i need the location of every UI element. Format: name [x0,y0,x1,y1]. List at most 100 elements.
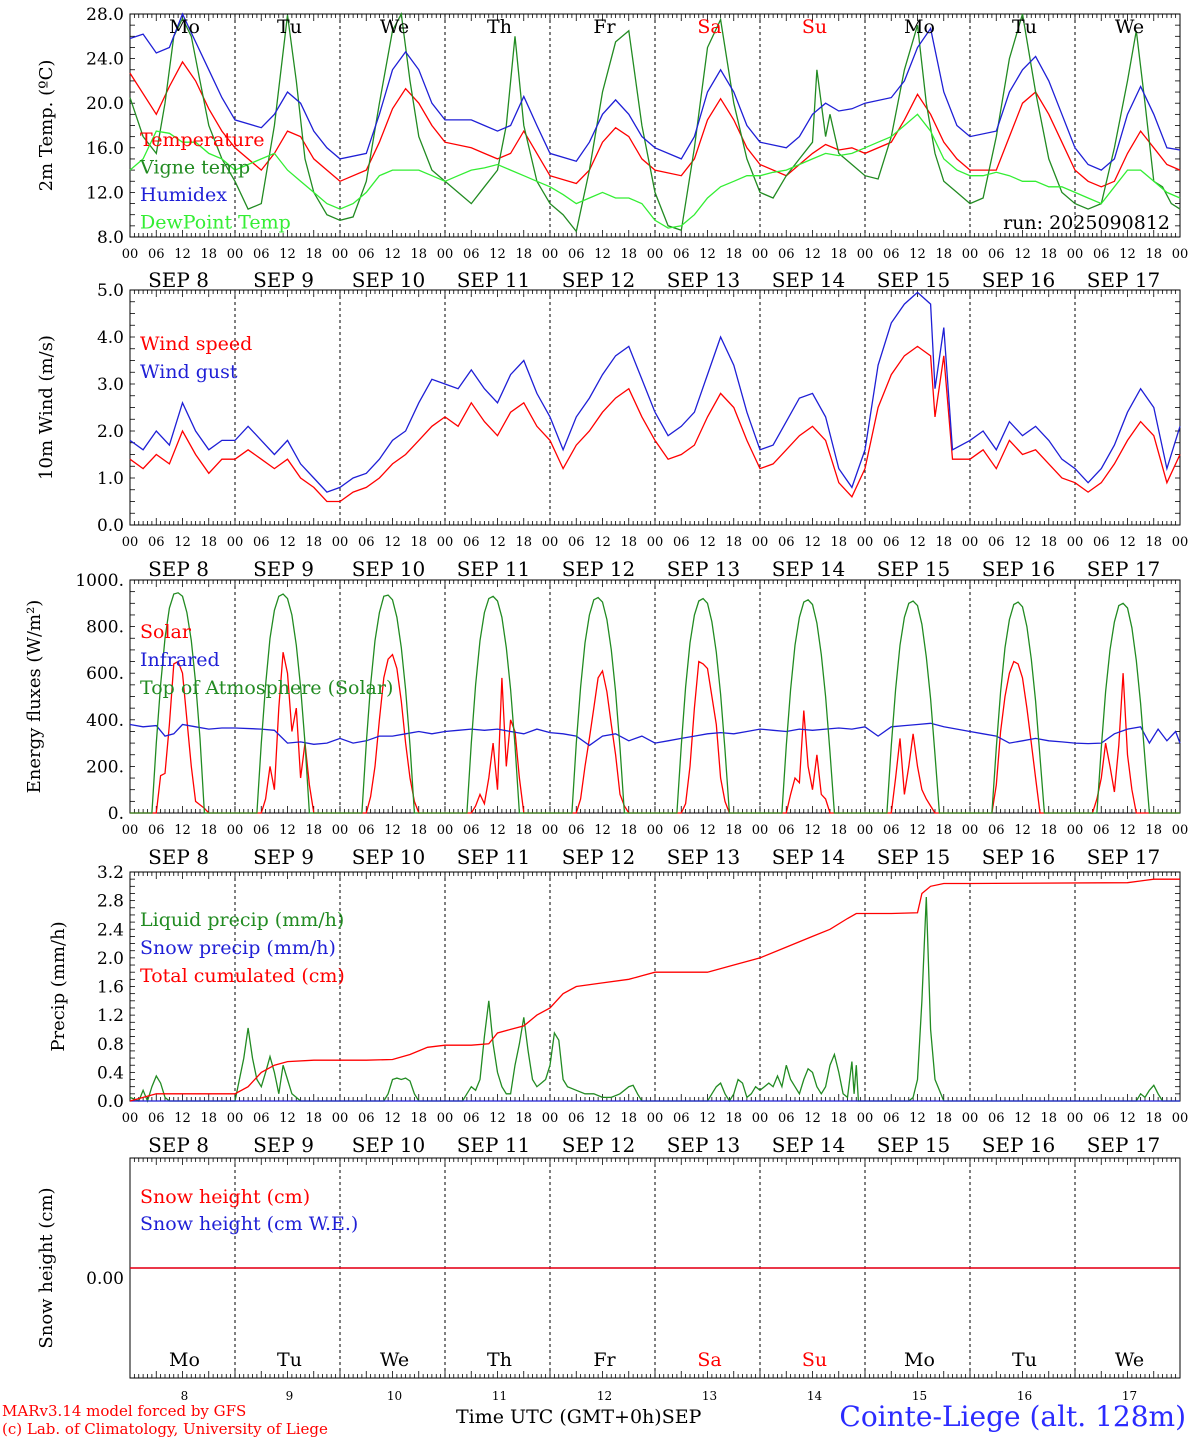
hour-tick-label: 06 [148,535,165,550]
y-tick-label: 0.4 [97,1063,124,1083]
hour-tick-label: 12 [174,1111,191,1126]
hour-tick-label: 12 [384,823,401,838]
hour-tick-label: 00 [542,535,559,550]
hour-tick-label: 18 [620,247,637,262]
legend-entry: Humidex [140,184,227,206]
hour-tick-label: 18 [305,535,322,550]
hour-tick-label: 18 [725,1111,742,1126]
hour-tick-label: 00 [1172,823,1189,838]
day-abbr-label: Tu [1012,16,1037,38]
hour-tick-label: 18 [725,823,742,838]
hour-tick-label: 12 [804,1111,821,1126]
time-axis-title: Time UTC (GMT+0h) [456,1406,662,1428]
day-date-label: SEP 16 [982,1133,1056,1157]
hour-tick-label: 12 [489,535,506,550]
hour-tick-label: 12 [489,247,506,262]
hour-tick-label: 12 [804,823,821,838]
day-date-label: SEP 8 [148,268,209,292]
hour-tick-label: 00 [437,535,454,550]
hour-tick-label: 00 [1067,823,1084,838]
y-tick-label: 2.4 [97,920,124,940]
hour-tick-label: 00 [542,1111,559,1126]
panel-2: 0.0 1.0 2.0 3.0 4.0 5.0 10m Wind (m/s) Wind spe… [36,281,1188,581]
hour-tick-label: 12 [384,247,401,262]
hour-tick-label: 00 [437,823,454,838]
hour-tick-label: 18 [830,247,847,262]
panel-3: 0. 200. 400. 600. 800. 1000. Energy fluxes (W/… [24,571,1188,869]
hour-tick-label: 06 [673,535,690,550]
day-abbr-label: Mo [904,16,935,38]
legend-entry: Snow height (cm W.E.) [140,1213,358,1235]
day-abbr-label: Tu [277,1349,302,1371]
hour-tick-label: 12 [279,823,296,838]
series-line-dewpoint-temp [129,113,1181,229]
series-line-top-of-atmosphere-solar- [130,592,1180,814]
y-tick-label: 0.0 [97,1092,124,1112]
hour-tick-label: 06 [988,535,1005,550]
series-line-infrared [129,722,1181,747]
hour-tick-label: 00 [1172,535,1189,550]
day-date-label: SEP 12 [562,1133,636,1157]
hour-tick-label: 18 [830,1111,847,1126]
y-tick-label: 5.0 [97,281,124,301]
day-date-label: SEP 13 [667,845,741,869]
y-tick-label: 4.0 [97,328,124,348]
hour-tick-label: 06 [253,823,270,838]
hour-tick-label: 18 [1145,1111,1162,1126]
panel-5: 0.00 Snow height (cm) Snow height (cm) Snow… [36,1157,1181,1403]
hour-tick-label: 12 [384,1111,401,1126]
hour-tick-label: 12 [489,1111,506,1126]
day-date-label: SEP 12 [562,845,636,869]
hour-tick-label: 12 [174,247,191,262]
hour-tick-label: 00 [332,247,349,262]
day-date-label: SEP 16 [982,557,1056,581]
day-date-label: SEP 12 [562,557,636,581]
hour-tick-label: 12 [594,535,611,550]
hour-tick-label: 00 [962,1111,979,1126]
hour-tick-label: 00 [857,1111,874,1126]
hour-tick-label: 12 [1014,823,1031,838]
hour-tick-label: 06 [883,823,900,838]
hour-tick-label: 00 [1172,247,1189,262]
day-date-label: SEP 14 [772,268,846,292]
day-date-label: SEP 15 [877,1133,951,1157]
day-date-label: SEP 9 [253,845,314,869]
hour-tick-label: 18 [935,247,952,262]
hour-tick-label: 12 [1119,535,1136,550]
y-tick-label: 1.0 [97,469,124,489]
hour-tick-label: 00 [122,823,139,838]
hour-tick-label: 18 [1040,1111,1057,1126]
hour-tick-label: 12 [1119,823,1136,838]
day-date-label: SEP 15 [877,845,951,869]
hour-tick-label: 00 [1067,1111,1084,1126]
hour-tick-label: 06 [253,247,270,262]
hour-tick-label: 00 [227,535,244,550]
hour-tick-label: 12 [699,823,716,838]
day-number-label: 16 [1017,1389,1032,1403]
day-date-label: SEP 17 [1087,1133,1161,1157]
hour-tick-label: 06 [988,1111,1005,1126]
hour-tick-label: 06 [883,247,900,262]
day-date-label: SEP 8 [148,557,209,581]
y-tick-label: 3.2 [97,863,124,883]
hour-tick-label: 06 [568,535,585,550]
hour-tick-label: 00 [647,1111,664,1126]
hour-tick-label: 12 [699,535,716,550]
hour-tick-label: 00 [122,535,139,550]
hour-tick-label: 06 [148,823,165,838]
legend-entry: Solar [140,621,192,643]
hour-tick-label: 06 [673,823,690,838]
hour-tick-label: 06 [1093,1111,1110,1126]
hour-tick-label: 12 [594,247,611,262]
hour-tick-label: 06 [358,823,375,838]
day-date-label: SEP 14 [772,557,846,581]
day-abbr-label: Tu [277,16,302,38]
hour-tick-label: 18 [1145,535,1162,550]
y-axis-label: Energy fluxes (W/m²) [24,600,45,794]
panel-4: 0.0 0.4 0.8 1.2 1.6 2.0 2.4 2.8 3.2 Precip (mm/h)… [48,863,1188,1157]
hour-tick-label: 06 [568,247,585,262]
hour-tick-label: 00 [962,823,979,838]
hour-tick-label: 18 [830,535,847,550]
day-date-label: SEP 11 [457,845,531,869]
hour-tick-label: 12 [909,1111,926,1126]
